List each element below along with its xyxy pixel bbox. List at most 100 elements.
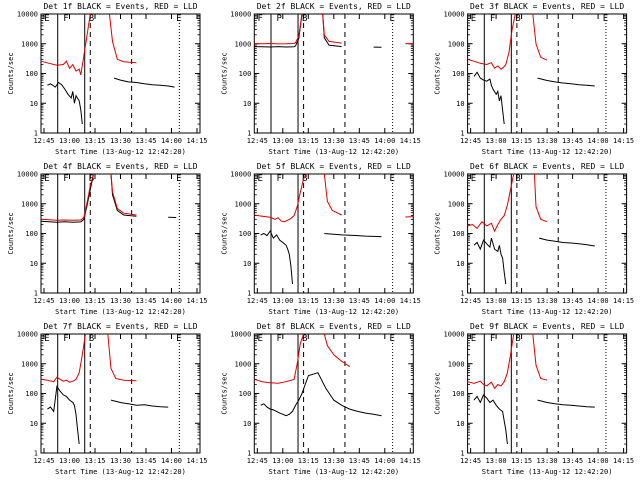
detector-chart-7: Det 7f BLACK = Events, RED = LLD Counts/s… bbox=[7, 322, 208, 476]
events-series-line bbox=[473, 237, 507, 285]
lld-series-line bbox=[254, 333, 305, 384]
x-tick-label: 13:30 bbox=[537, 297, 558, 305]
x-tick-label: 13:30 bbox=[323, 457, 344, 465]
events-series-line bbox=[254, 13, 303, 48]
detector-chart-9: Det 9f BLACK = Events, RED = LLD Counts/s… bbox=[434, 322, 635, 476]
x-tick-label: 13:15 bbox=[511, 297, 532, 305]
y-tick-label: 100 bbox=[452, 230, 465, 238]
y-tick-label: 10000 bbox=[230, 331, 251, 339]
x-tick-label: 14:15 bbox=[400, 457, 421, 465]
segment-marker-label: E bbox=[471, 14, 476, 24]
x-axis-label: Start Time (13-Aug-12 12:42:20) bbox=[55, 308, 186, 316]
y-tick-label: 10000 bbox=[444, 11, 465, 19]
x-tick-label: 13:15 bbox=[84, 457, 105, 465]
events-series-line bbox=[40, 173, 94, 223]
chart-title: Det 4f BLACK = Events, RED = LLD bbox=[43, 162, 197, 171]
y-tick-label: 1000 bbox=[448, 40, 465, 48]
segment-marker-label: E bbox=[603, 174, 608, 184]
lld-series-line bbox=[467, 173, 515, 233]
y-tick-label: 1 bbox=[247, 450, 251, 458]
segment-marker-label: E bbox=[176, 334, 181, 344]
segment-marker-label: F bbox=[490, 334, 495, 344]
x-tick-label: 13:15 bbox=[511, 457, 532, 465]
y-tick-label: 1000 bbox=[234, 40, 251, 48]
events-series-line bbox=[47, 385, 80, 445]
segment-marker-label: B bbox=[302, 334, 307, 344]
y-tick-label: 10000 bbox=[17, 11, 38, 19]
x-tick-label: 13:45 bbox=[349, 137, 370, 145]
segment-marker-label: B bbox=[515, 174, 520, 184]
x-tick-label: 13:00 bbox=[486, 137, 507, 145]
y-tick-label: 10 bbox=[243, 100, 251, 108]
y-tick-label: 1 bbox=[247, 290, 251, 298]
x-tick-label: 13:15 bbox=[511, 137, 532, 145]
segment-marker-label: E bbox=[389, 334, 394, 344]
events-series-line bbox=[260, 372, 382, 417]
lld-series-line bbox=[323, 333, 350, 368]
x-tick-label: 14:15 bbox=[186, 297, 207, 305]
y-tick-label: 10000 bbox=[230, 171, 251, 179]
segment-marker-label: F bbox=[277, 334, 282, 344]
x-tick-label: 14:00 bbox=[161, 297, 182, 305]
detector-chart-5: Det 5f BLACK = Events, RED = LLD Counts/s… bbox=[220, 162, 421, 316]
x-tick-label: 14:00 bbox=[374, 137, 395, 145]
y-tick-label: 10 bbox=[243, 260, 251, 268]
x-tick-label: 13:15 bbox=[298, 137, 319, 145]
y-tick-label: 10 bbox=[243, 420, 251, 428]
x-tick-label: 13:00 bbox=[486, 457, 507, 465]
lld-series-line bbox=[532, 333, 548, 381]
segment-marker-label: E bbox=[257, 174, 262, 184]
lld-series-line bbox=[107, 333, 137, 382]
segment-marker-label: E bbox=[471, 174, 476, 184]
lld-series-line bbox=[40, 13, 91, 76]
segment-marker-label: E bbox=[389, 14, 394, 24]
y-tick-label: 1 bbox=[34, 130, 38, 138]
x-tick-label: 13:45 bbox=[135, 297, 156, 305]
segment-marker-label: E bbox=[44, 334, 49, 344]
x-tick-label: 14:15 bbox=[400, 297, 421, 305]
y-tick-label: 100 bbox=[25, 390, 38, 398]
x-tick-label: 13:00 bbox=[272, 297, 293, 305]
y-tick-label: 100 bbox=[25, 70, 38, 78]
x-tick-label: 13:30 bbox=[110, 297, 131, 305]
x-tick-label: 14:15 bbox=[613, 457, 634, 465]
segment-marker-label: F bbox=[277, 174, 282, 184]
y-tick-label: 1 bbox=[460, 130, 464, 138]
lld-series-line bbox=[322, 13, 342, 44]
x-tick-label: 14:00 bbox=[374, 457, 395, 465]
detector-chart-4: Det 4f BLACK = Events, RED = LLD Counts/s… bbox=[7, 162, 208, 316]
x-tick-label: 13:00 bbox=[59, 137, 80, 145]
segment-marker-label: F bbox=[63, 14, 68, 24]
x-tick-label: 13:45 bbox=[562, 297, 583, 305]
y-tick-label: 1000 bbox=[21, 40, 38, 48]
segment-marker-label: F bbox=[490, 174, 495, 184]
segment-marker-label: E bbox=[44, 174, 49, 184]
y-axis-label: Counts/sec bbox=[434, 372, 442, 414]
y-tick-label: 10000 bbox=[444, 331, 465, 339]
y-tick-label: 1 bbox=[247, 130, 251, 138]
segment-marker-label: E bbox=[257, 334, 262, 344]
x-tick-label: 13:00 bbox=[59, 457, 80, 465]
segment-marker-label: B bbox=[515, 334, 520, 344]
y-tick-label: 10000 bbox=[230, 11, 251, 19]
x-tick-label: 14:00 bbox=[161, 137, 182, 145]
lld-series-line bbox=[110, 173, 137, 216]
x-tick-label: 13:00 bbox=[486, 297, 507, 305]
y-tick-label: 1 bbox=[460, 290, 464, 298]
y-tick-label: 100 bbox=[239, 390, 252, 398]
y-axis-label: Counts/sec bbox=[220, 212, 228, 254]
x-axis-label: Start Time (13-Aug-12 12:42:20) bbox=[55, 148, 186, 156]
x-tick-label: 13:30 bbox=[323, 297, 344, 305]
x-tick-label: 13:30 bbox=[537, 457, 558, 465]
y-tick-label: 10 bbox=[30, 420, 38, 428]
segment-marker-label: E bbox=[603, 334, 608, 344]
segment-marker-label: E bbox=[176, 14, 181, 24]
x-tick-label: 13:30 bbox=[110, 457, 131, 465]
segment-marker-label: B bbox=[89, 14, 94, 24]
lld-series-line bbox=[40, 173, 94, 221]
detector-chart-3: Det 3f BLACK = Events, RED = LLD Counts/s… bbox=[434, 2, 635, 156]
detector-chart-6: Det 6f BLACK = Events, RED = LLD Counts/s… bbox=[434, 162, 635, 316]
x-tick-label: 12:45 bbox=[460, 297, 481, 305]
